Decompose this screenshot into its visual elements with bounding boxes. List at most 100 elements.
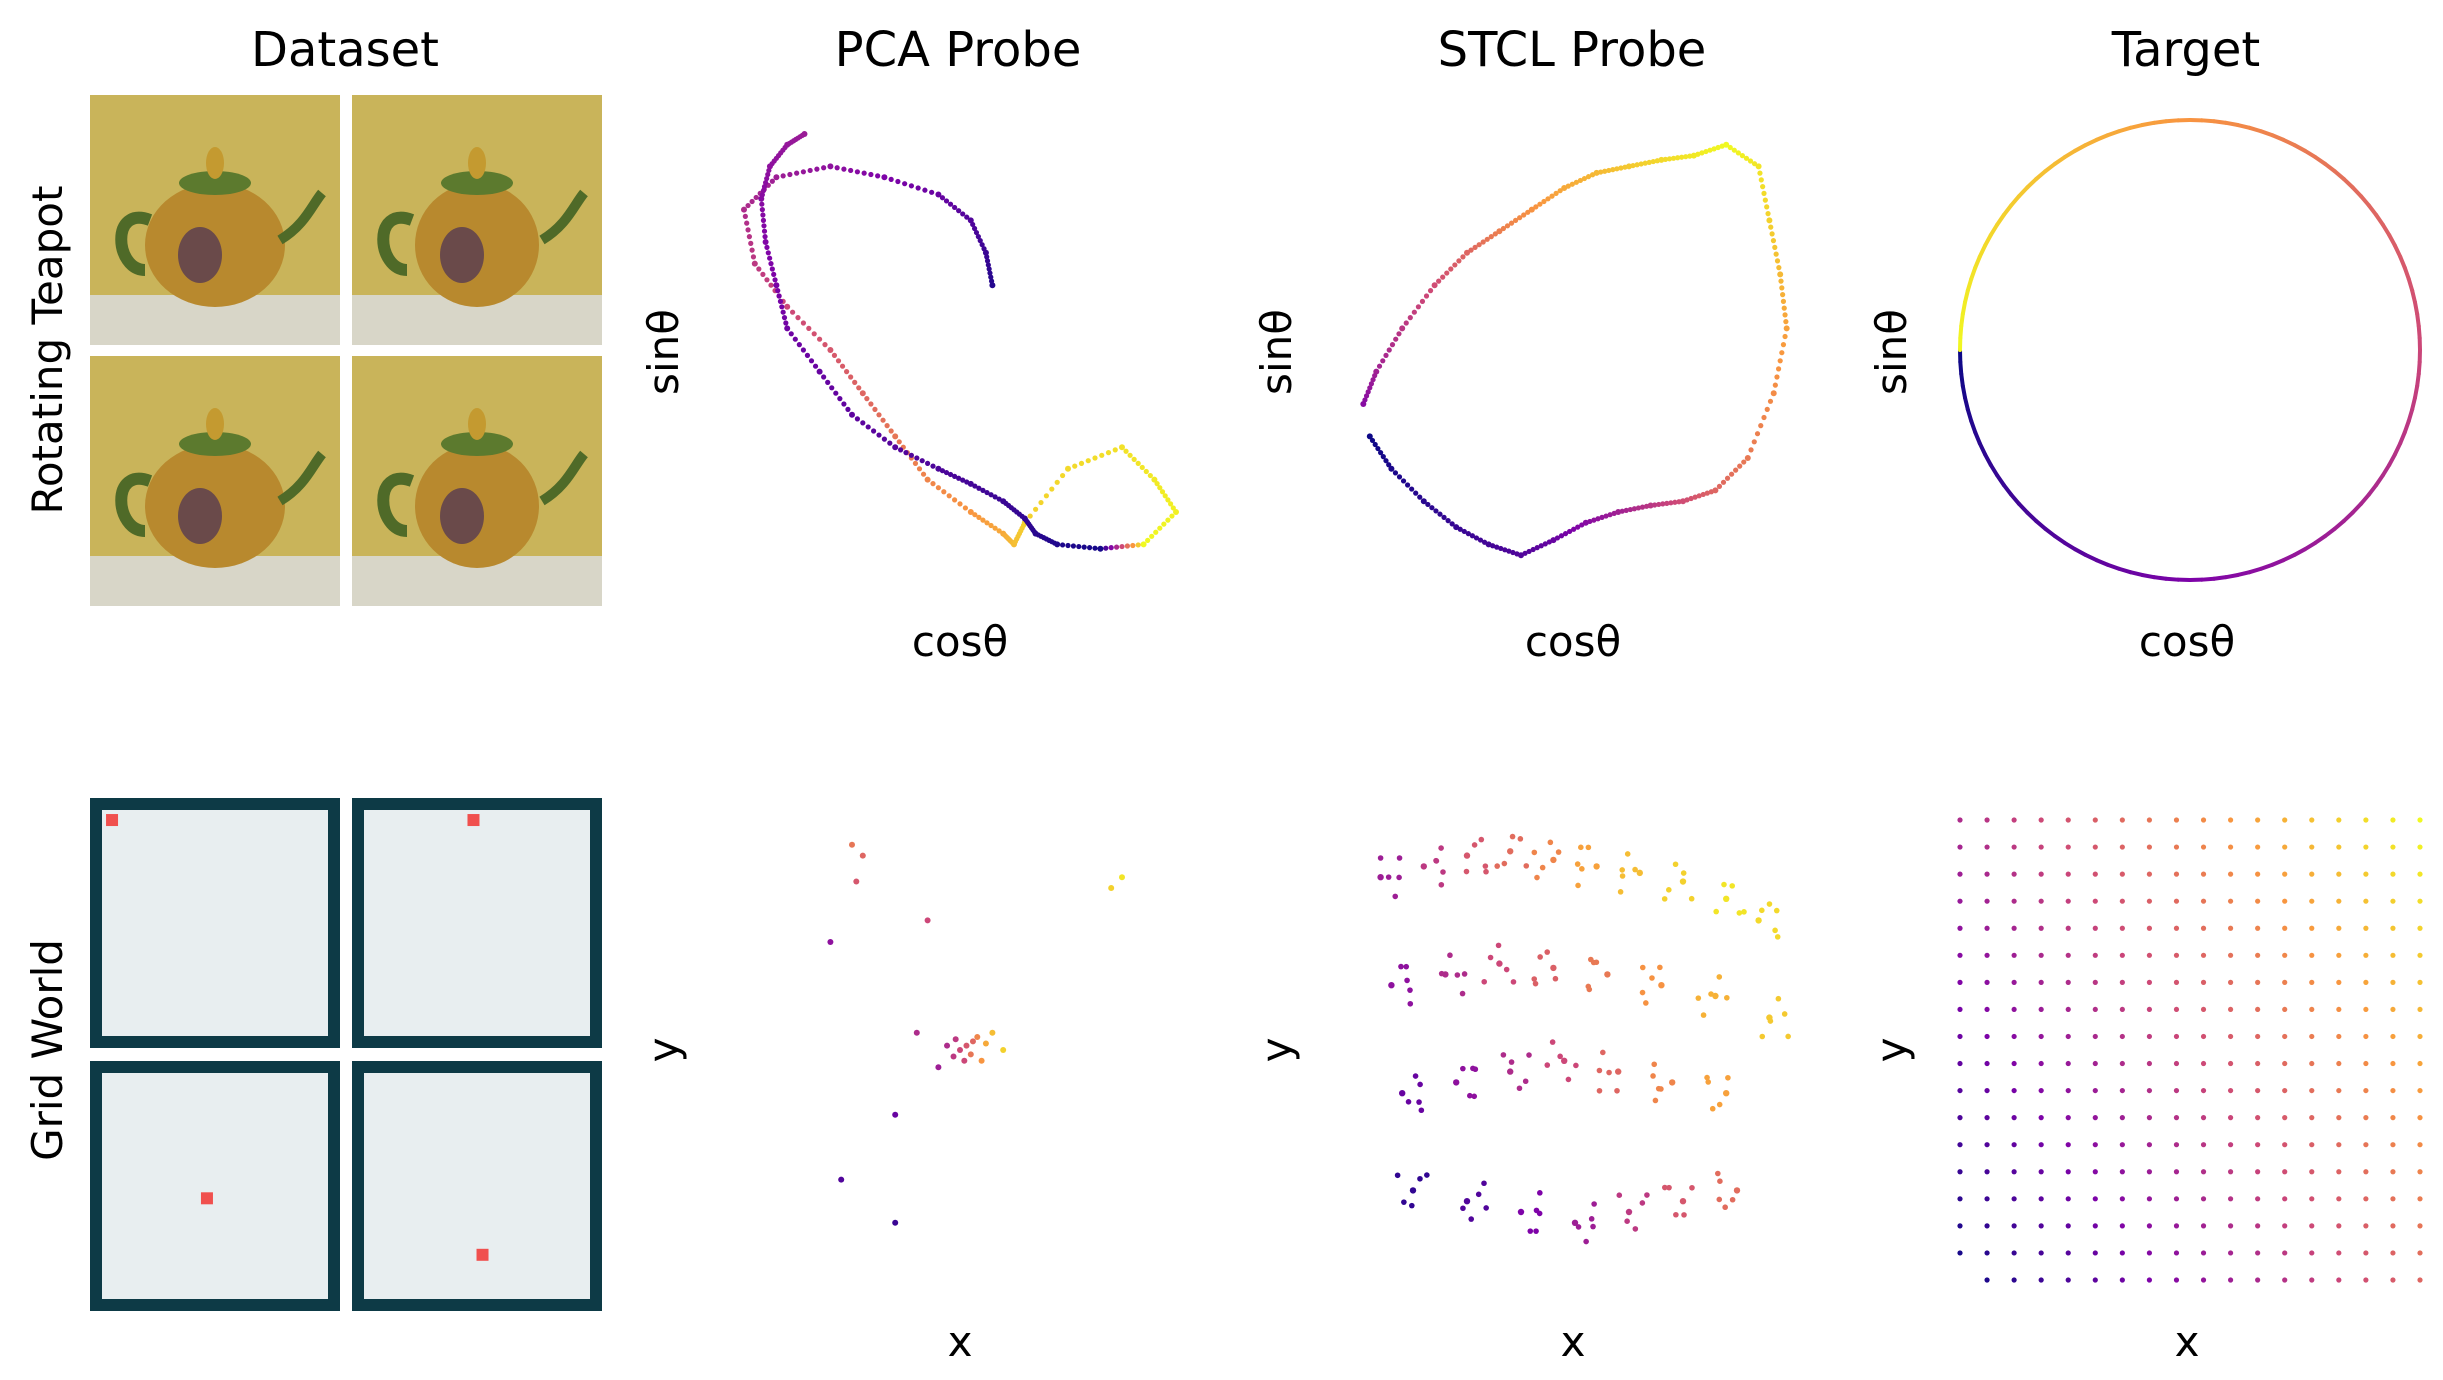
target-grid-point [2146, 1142, 2153, 1148]
target-circle-segment [2052, 155, 2067, 166]
probe-point [1541, 198, 1547, 205]
target-circle-segment [2392, 441, 2403, 457]
probe-point [1454, 972, 1461, 978]
target-grid-point [2255, 898, 2261, 904]
probe-point [1615, 509, 1622, 515]
probe-point [859, 852, 866, 859]
target-circle-segment [2017, 501, 2030, 515]
probe-point [972, 512, 978, 518]
probe-point [1724, 475, 1731, 481]
probe-point [1635, 505, 1642, 511]
probe-point [1550, 964, 1557, 972]
teapot-fruit-pattern [440, 488, 484, 544]
target-grid-point [2011, 817, 2017, 823]
target-grid-point [2119, 1087, 2125, 1094]
probe-point [1437, 511, 1443, 517]
probe-point [1508, 1059, 1515, 1065]
target-circle-segment [2247, 566, 2264, 575]
probe-point [1757, 170, 1763, 176]
target-circle-segment [2415, 312, 2421, 328]
probe-point [1688, 495, 1694, 502]
target-grid-point [2390, 925, 2396, 931]
probe-point [1365, 389, 1371, 395]
probe-point [1453, 524, 1460, 531]
probe-point [1761, 190, 1767, 196]
target-grid-point [2146, 979, 2153, 985]
target-grid-point [2119, 1196, 2125, 1202]
probe-point [947, 471, 954, 478]
probe-point [1767, 398, 1774, 404]
probe-point [925, 460, 931, 466]
target-grid-point [2173, 1223, 2180, 1229]
probe-point [1375, 445, 1381, 452]
target-grid-point [1957, 1033, 1963, 1040]
probe-point [1660, 501, 1666, 507]
target-circle-segment [2025, 510, 2039, 523]
probe-point [1461, 971, 1468, 977]
probe-point [1683, 154, 1689, 160]
probe-point [1369, 437, 1376, 444]
target-grid-point [2173, 1277, 2180, 1283]
probe-point [1119, 874, 1125, 881]
target-circle-segment [1973, 254, 1982, 270]
probe-point [1105, 450, 1112, 456]
probe-point [996, 496, 1002, 502]
probe-point [1774, 374, 1780, 380]
probe-point [1092, 545, 1098, 551]
target-grid-point [2336, 979, 2342, 985]
target-grid-point [2038, 871, 2044, 877]
teapot-lid [441, 432, 513, 456]
target-grid-point [2390, 1033, 2396, 1040]
probe-point [952, 497, 958, 503]
probe-point [1622, 164, 1628, 170]
target-grid-point [1984, 1223, 1990, 1229]
target-grid-point [2282, 844, 2288, 850]
probe-point [1038, 499, 1044, 506]
target-grid-point [2255, 1250, 2261, 1256]
target-grid-point [2390, 1277, 2396, 1283]
target-grid-point [2200, 844, 2207, 850]
probe-point [1000, 1047, 1007, 1053]
teapot-handle [377, 211, 415, 276]
probe-point [952, 1036, 959, 1043]
target-grid-point [2065, 1115, 2071, 1121]
target-grid-point [2038, 1169, 2044, 1175]
target-circle-segment [2083, 137, 2099, 148]
target-circle-segment [1958, 323, 1964, 340]
target-grid-point [2309, 1115, 2315, 1121]
probe-point [1616, 1192, 1623, 1198]
probe-point [1735, 150, 1741, 156]
target-grid-point [2363, 1115, 2369, 1121]
target-grid-point [2417, 1115, 2423, 1121]
target-circle-segment [1959, 312, 1965, 328]
probe-point [1380, 454, 1386, 460]
target-grid-point [2065, 898, 2071, 904]
target-grid-point [1984, 1115, 1990, 1121]
probe-point [1169, 513, 1175, 519]
probe-point [1065, 542, 1071, 549]
target-grid-point [2282, 1006, 2288, 1013]
target-grid-point [2065, 1060, 2071, 1067]
probe-point [1537, 954, 1543, 960]
target-grid-point [2363, 1006, 2369, 1013]
target-grid-point [2173, 1087, 2180, 1094]
probe-point [1769, 231, 1775, 237]
target-grid-point [2309, 1196, 2315, 1202]
probe-point [1782, 333, 1788, 340]
probe-point [1699, 150, 1705, 156]
target-grid-point [2227, 979, 2234, 985]
target-grid-point [2038, 817, 2044, 823]
probe-point [1586, 986, 1593, 993]
target-grid-point [1957, 898, 1963, 904]
probe-point [1547, 839, 1554, 846]
probe-point [808, 358, 815, 364]
probe-point [1503, 966, 1510, 973]
target-grid-point [2363, 1250, 2369, 1256]
probe-point [1456, 258, 1462, 264]
probe-point [1173, 509, 1179, 515]
probe-point [967, 509, 974, 515]
probe-point [1494, 863, 1501, 869]
probe-point [759, 192, 765, 198]
grid-world-floor [102, 1073, 328, 1299]
probe-point [1417, 1175, 1423, 1182]
